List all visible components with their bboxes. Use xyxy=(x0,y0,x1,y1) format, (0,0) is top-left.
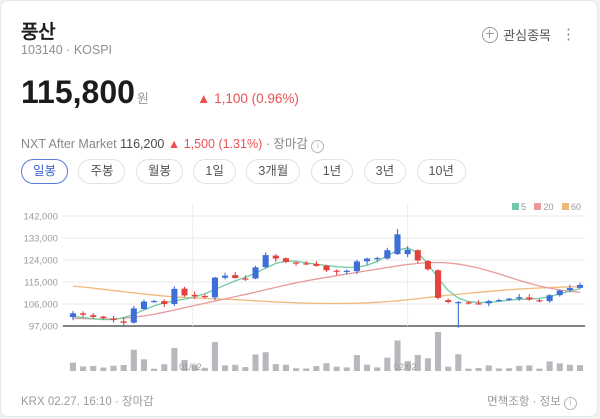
svg-text:97,000: 97,000 xyxy=(29,322,58,333)
svg-text:133,000: 133,000 xyxy=(24,234,58,245)
svg-text:124,000: 124,000 xyxy=(24,256,58,267)
svg-text:106,000: 106,000 xyxy=(24,300,58,311)
svg-text:115,000: 115,000 xyxy=(24,278,58,289)
svg-text:142,000: 142,000 xyxy=(24,212,58,223)
